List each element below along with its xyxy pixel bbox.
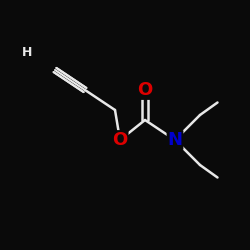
Text: H: H [22, 46, 33, 59]
Text: O: O [112, 131, 128, 149]
Text: N: N [168, 131, 182, 149]
Text: O: O [138, 81, 152, 99]
